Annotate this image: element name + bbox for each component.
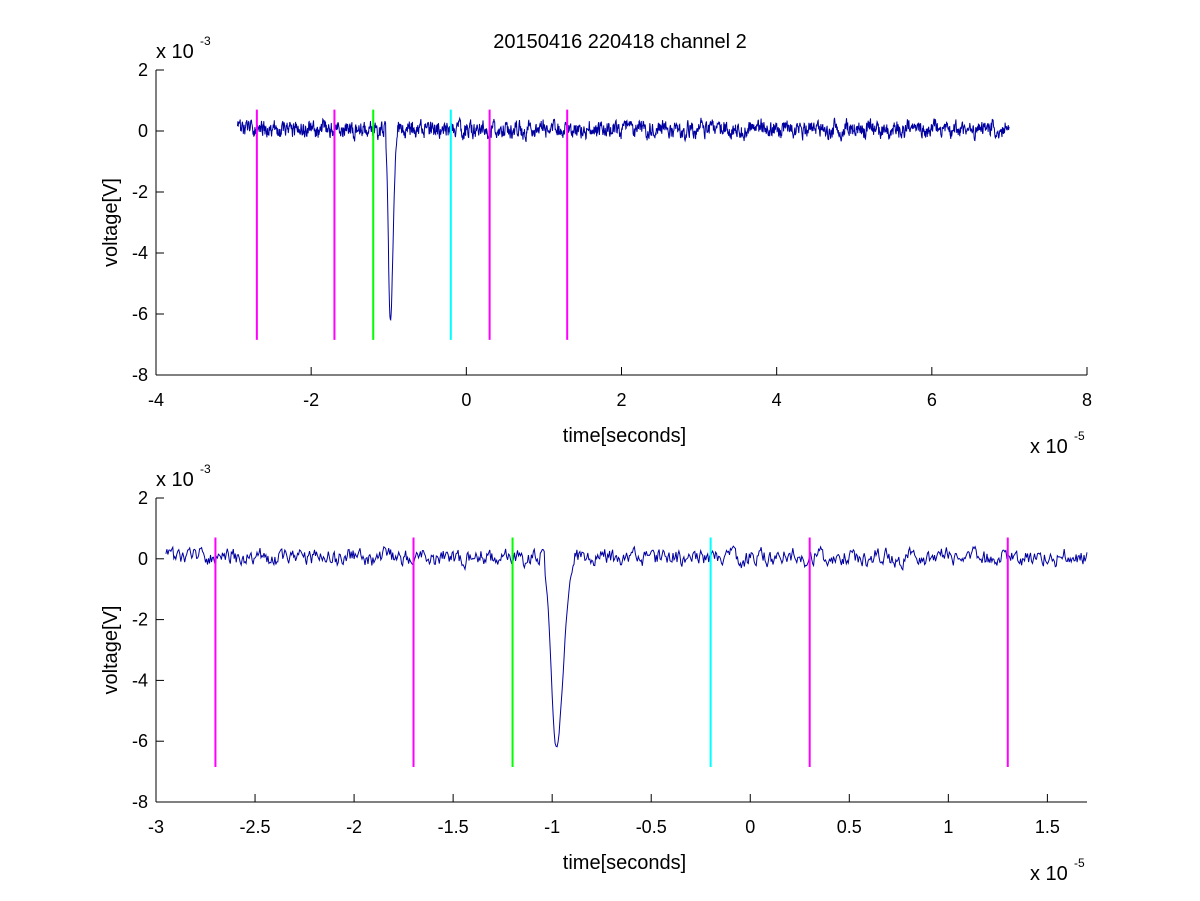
x-tick-label: 8	[1082, 390, 1092, 410]
x-axis-label: time[seconds]	[563, 852, 686, 874]
y-tick-label: 2	[138, 60, 148, 80]
x-tick-label: 0	[745, 817, 755, 837]
y-exponent: -3	[200, 34, 211, 48]
y-tick-label: -2	[132, 610, 148, 630]
y-exponent-label: x 10	[156, 469, 194, 491]
x-tick-label: 6	[927, 390, 937, 410]
x-tick-label: -0.5	[636, 817, 667, 837]
x-tick-label: 2	[616, 390, 626, 410]
y-axis-label: voltage[V]	[100, 178, 122, 267]
signal-trace	[237, 116, 1010, 322]
y-axis-label: voltage[V]	[100, 606, 122, 695]
x-tick-label: -2.5	[240, 817, 271, 837]
y-tick-label: -8	[132, 365, 148, 385]
x-tick-label: -1.5	[438, 817, 469, 837]
x-tick-label: -2	[346, 817, 362, 837]
x-exponent-label: x 10	[1030, 436, 1068, 458]
x-tick-label: 1	[943, 817, 953, 837]
x-tick-label: 1.5	[1035, 817, 1060, 837]
x-tick-label: 0.5	[837, 817, 862, 837]
x-axis-label: time[seconds]	[563, 425, 686, 447]
x-tick-label: -3	[148, 817, 164, 837]
y-tick-label: -6	[132, 731, 148, 751]
x-exponent: -5	[1074, 856, 1085, 870]
x-exponent: -5	[1074, 429, 1085, 443]
top-plot: -8 -6 -4 -2 0 2 -4 -2 0 2 4 6 8 time[seconds] voltage[…	[100, 34, 1092, 458]
y-tick-label: -2	[132, 182, 148, 202]
x-tick-label: 0	[461, 390, 471, 410]
y-tick-label: -4	[132, 243, 148, 263]
x-tick-label: -4	[148, 390, 164, 410]
y-tick-label: 0	[138, 549, 148, 569]
y-exponent-label: x 10	[156, 41, 194, 63]
y-tick-label: 0	[138, 121, 148, 141]
y-exponent: -3	[200, 462, 211, 476]
y-tick-label: -6	[132, 304, 148, 324]
figure-title: 20150416 220418 channel 2	[493, 31, 747, 53]
y-tick-label: 2	[138, 488, 148, 508]
x-tick-label: 4	[772, 390, 782, 410]
signal-trace	[165, 545, 1088, 748]
x-tick-label: -1	[544, 817, 560, 837]
x-exponent-label: x 10	[1030, 863, 1068, 885]
bottom-plot: -8 -6 -4 -2 0 2 -3 -2.5 -2 -1.5 -1 -0.5 0 0.5 1 1.5 time…	[100, 462, 1088, 885]
x-tick-label: -2	[303, 390, 319, 410]
y-tick-label: -8	[132, 792, 148, 812]
y-tick-label: -4	[132, 670, 148, 690]
